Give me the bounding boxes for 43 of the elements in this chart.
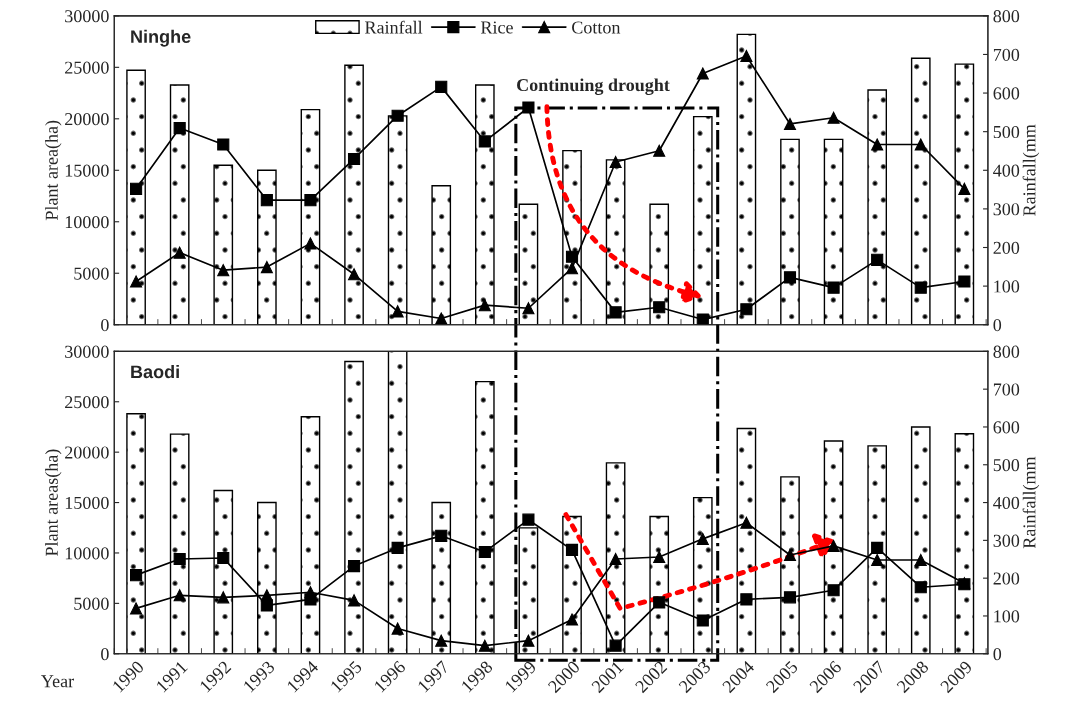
y2-tick-label: 200 (993, 241, 1020, 254)
y-tick-label: 0 (101, 318, 109, 332)
y2-tick-label: 600 (993, 87, 1020, 100)
y2-tick-label: 500 (993, 459, 1020, 472)
y2-tick-label: 200 (993, 572, 1020, 585)
y-tick-label: 5000 (74, 267, 109, 280)
y2-axis-title: Rainfall(mm (1022, 456, 1040, 549)
y-tick-label: 20000 (65, 446, 109, 459)
legend-label: Cotton (572, 21, 621, 34)
y-tick-label: 25000 (65, 61, 109, 74)
text: Baodi (131, 364, 179, 379)
annotation: Continuing drought (517, 78, 670, 95)
text: Ninghe (131, 29, 191, 47)
y2-tick-label: 600 (993, 421, 1020, 434)
y-axis-title: Plant areas(ha) (45, 449, 62, 556)
y-tick-label: 25000 (65, 396, 109, 409)
y2-tick-label: 400 (993, 164, 1020, 177)
legend-label: Rainfall (365, 20, 423, 34)
y2-tick-label: 0 (993, 318, 1002, 332)
y-tick-label: 15000 (65, 496, 109, 509)
y2-tick-label: 700 (993, 383, 1020, 396)
y2-tick-label: 100 (994, 610, 1020, 623)
y-tick-label: 0 (101, 648, 109, 661)
y2-tick-label: 0 (993, 648, 1002, 661)
y2-tick-label: 400 (993, 496, 1020, 509)
y-tick-label: 10000 (65, 216, 109, 229)
y2-tick-label: 800 (993, 10, 1020, 23)
y-tick-label: 10000 (65, 547, 109, 560)
y-axis-title: Plant area(ha) (45, 120, 62, 221)
y-tick-label: 30000 (65, 10, 109, 23)
y2-tick-label: 100 (994, 280, 1020, 293)
y2-tick-label: 300 (993, 203, 1020, 216)
y-tick-label: 30000 (65, 345, 109, 358)
legend-label: Rice (480, 21, 513, 34)
y-tick-label: 5000 (74, 597, 109, 610)
y2-tick-label: 500 (993, 125, 1020, 139)
y-tick-label: 15000 (65, 164, 109, 177)
y2-tick-label: 700 (993, 48, 1020, 61)
y-tick-label: 20000 (65, 113, 109, 126)
x-axis-title: Year (41, 675, 74, 688)
y2-axis-title: Rainfall(mm (1022, 124, 1040, 216)
y2-tick-label: 300 (993, 534, 1020, 547)
y2-tick-label: 800 (993, 345, 1020, 358)
